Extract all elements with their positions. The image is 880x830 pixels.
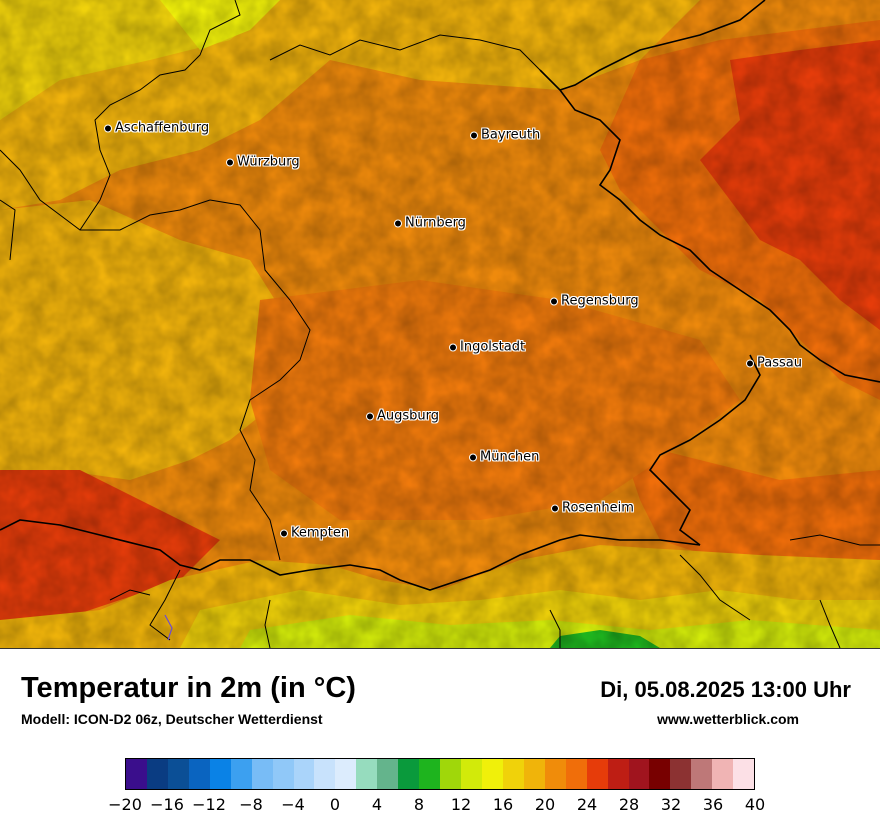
temperature-map[interactable]: Aschaffenburg Würzburg Bayreuth Nürnberg…: [0, 0, 880, 649]
legend-swatch: [126, 759, 147, 789]
legend-tick-label: −8: [239, 795, 263, 814]
legend-swatch: [377, 759, 399, 789]
legend-swatch: [712, 759, 734, 789]
city-dot-icon: [394, 219, 402, 227]
city-label: Passau: [757, 355, 802, 371]
legend-swatch: [251, 759, 273, 789]
legend-tick-label: 12: [450, 795, 472, 814]
city-marker-augsburg[interactable]: Augsburg: [366, 409, 439, 424]
legend-swatch: [502, 759, 524, 789]
legend-tick-label: −12: [192, 795, 226, 814]
legend-swatch: [565, 759, 587, 789]
city-dot-icon: [226, 158, 234, 166]
legend-tick-label: 0: [329, 795, 341, 814]
legend-swatch: [649, 759, 671, 789]
forecast-datetime: Di, 05.08.2025 13:00 Uhr: [600, 677, 851, 702]
legend-tick-label: 28: [618, 795, 640, 814]
city-marker-kempten[interactable]: Kempten: [280, 526, 349, 541]
city-label: Würzburg: [237, 154, 300, 170]
city-label: Nürnberg: [405, 215, 466, 231]
map-title: Temperatur in 2m (in °C): [21, 672, 356, 704]
legend-swatch: [523, 759, 545, 789]
legend-tick-label: 8: [413, 795, 425, 814]
color-scale-ticks: −20 −16 −12 −8 −4 0 4 8 12 16 20 24 28 32 36 40: [108, 795, 765, 819]
legend-swatch: [335, 759, 357, 789]
city-marker-rosenheim[interactable]: Rosenheim: [551, 501, 634, 516]
city-marker-muenchen[interactable]: München: [469, 450, 539, 465]
legend-tick-label: 40: [744, 795, 766, 814]
city-label: Regensburg: [561, 293, 639, 309]
legend-swatch: [628, 759, 650, 789]
legend-swatch: [146, 759, 168, 789]
legend-tick-label: −4: [281, 795, 305, 814]
legend-swatch: [670, 759, 692, 789]
legend-swatch: [481, 759, 503, 789]
city-marker-bayreuth[interactable]: Bayreuth: [470, 128, 540, 143]
legend-swatch: [188, 759, 210, 789]
legend-swatch: [607, 759, 629, 789]
city-label: München: [480, 449, 540, 465]
legend-tick-label: 24: [576, 795, 598, 814]
legend-swatch: [691, 759, 713, 789]
city-marker-regensburg[interactable]: Regensburg: [550, 294, 639, 309]
legend-swatch: [272, 759, 294, 789]
city-dot-icon: [449, 343, 457, 351]
city-dot-icon: [104, 124, 112, 132]
legend-swatch: [293, 759, 315, 789]
city-label: Bayreuth: [481, 127, 541, 143]
city-marker-aschaffenburg[interactable]: Aschaffenburg: [104, 121, 209, 136]
legend-tick-label: 4: [371, 795, 383, 814]
city-label: Ingolstadt: [460, 339, 526, 355]
city-marker-wuerzburg[interactable]: Würzburg: [226, 155, 300, 170]
color-scale-legend: [125, 758, 755, 790]
city-dot-icon: [469, 453, 477, 461]
city-marker-ingolstadt[interactable]: Ingolstadt: [449, 340, 525, 355]
legend-swatch: [586, 759, 608, 789]
map-canvas: [0, 0, 880, 648]
city-marker-nuernberg[interactable]: Nürnberg: [394, 216, 466, 231]
legend-tick-label: −20: [108, 795, 142, 814]
legend-swatch: [167, 759, 189, 789]
city-marker-passau[interactable]: Passau: [746, 356, 802, 371]
city-dot-icon: [366, 412, 374, 420]
city-label: Rosenheim: [562, 500, 634, 516]
legend-swatch: [461, 759, 482, 789]
legend-tick-label: 16: [492, 795, 514, 814]
legend-tick-label: 36: [702, 795, 724, 814]
legend-swatch: [419, 759, 441, 789]
legend-swatch: [314, 759, 336, 789]
legend-swatch: [544, 759, 566, 789]
legend-swatch: [209, 759, 231, 789]
city-label: Augsburg: [377, 408, 440, 424]
legend-tick-label: 32: [660, 795, 682, 814]
city-dot-icon: [470, 131, 478, 139]
city-label: Aschaffenburg: [115, 120, 210, 136]
legend-tick-label: −16: [150, 795, 184, 814]
city-dot-icon: [550, 297, 558, 305]
city-dot-icon: [746, 359, 754, 367]
legend-swatch: [398, 759, 420, 789]
model-source: Modell: ICON-D2 06z, Deutscher Wetterdie…: [21, 711, 323, 727]
legend-swatch: [356, 759, 378, 789]
website-link[interactable]: www.wetterblick.com: [657, 711, 799, 727]
legend-swatch: [230, 759, 252, 789]
legend-swatch: [733, 759, 755, 789]
legend-tick-label: 20: [534, 795, 556, 814]
city-label: Kempten: [291, 525, 350, 541]
city-dot-icon: [551, 504, 559, 512]
city-dot-icon: [280, 529, 288, 537]
legend-swatch: [440, 759, 461, 789]
